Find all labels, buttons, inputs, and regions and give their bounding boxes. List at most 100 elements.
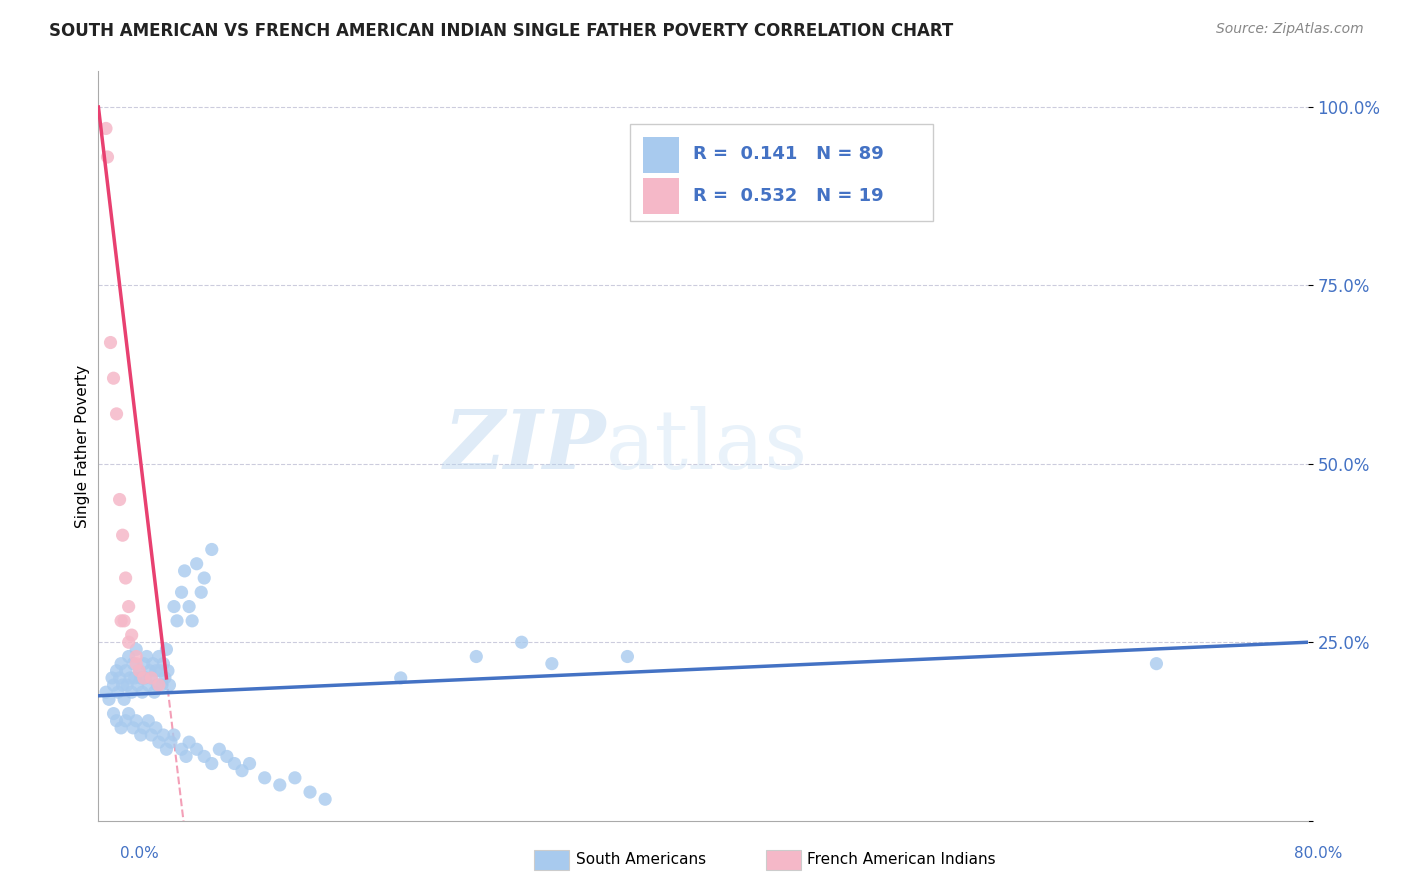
FancyBboxPatch shape bbox=[643, 178, 679, 214]
Point bbox=[101, 671, 124, 685]
Text: 0.0%: 0.0% bbox=[120, 846, 159, 861]
Point bbox=[181, 614, 204, 628]
Point bbox=[100, 335, 122, 350]
Point bbox=[163, 728, 186, 742]
Point bbox=[190, 585, 212, 599]
Point bbox=[540, 657, 562, 671]
Point bbox=[136, 714, 159, 728]
Point bbox=[239, 756, 262, 771]
Point bbox=[179, 599, 201, 614]
Point bbox=[111, 528, 134, 542]
Point bbox=[103, 678, 125, 692]
Point bbox=[156, 664, 179, 678]
Point bbox=[231, 764, 253, 778]
Point bbox=[118, 649, 141, 664]
Point bbox=[111, 678, 134, 692]
Point bbox=[152, 657, 174, 671]
Point bbox=[125, 657, 148, 671]
Point bbox=[208, 742, 231, 756]
Point bbox=[1144, 657, 1167, 671]
Point bbox=[146, 678, 169, 692]
Point bbox=[118, 599, 141, 614]
Point bbox=[114, 664, 136, 678]
Point bbox=[201, 756, 224, 771]
Point bbox=[132, 721, 155, 735]
Point bbox=[145, 721, 167, 735]
Point bbox=[135, 649, 157, 664]
Point bbox=[110, 657, 132, 671]
Point bbox=[132, 671, 155, 685]
Point bbox=[148, 649, 170, 664]
Point bbox=[108, 671, 131, 685]
Point bbox=[186, 557, 208, 571]
Point bbox=[193, 749, 215, 764]
Point bbox=[114, 571, 136, 585]
Point bbox=[159, 678, 181, 692]
Point bbox=[142, 657, 165, 671]
Point bbox=[105, 714, 128, 728]
Point bbox=[134, 671, 156, 685]
Point bbox=[115, 678, 138, 692]
Text: R =  0.532   N = 19: R = 0.532 N = 19 bbox=[693, 187, 884, 205]
Point bbox=[110, 614, 132, 628]
Point bbox=[94, 121, 117, 136]
Text: 80.0%: 80.0% bbox=[1295, 846, 1343, 861]
Point bbox=[122, 721, 145, 735]
Point bbox=[284, 771, 307, 785]
Point bbox=[103, 371, 125, 385]
Point bbox=[389, 671, 412, 685]
Text: R =  0.141   N = 89: R = 0.141 N = 89 bbox=[693, 145, 884, 162]
Point bbox=[107, 685, 129, 699]
Point bbox=[114, 714, 136, 728]
Text: South Americans: South Americans bbox=[576, 853, 707, 867]
Point bbox=[131, 685, 153, 699]
Point bbox=[150, 678, 173, 692]
Point bbox=[269, 778, 291, 792]
Point bbox=[179, 735, 201, 749]
Point bbox=[124, 671, 146, 685]
Point bbox=[186, 742, 208, 756]
Point bbox=[148, 735, 170, 749]
FancyBboxPatch shape bbox=[643, 136, 679, 172]
Point bbox=[125, 649, 148, 664]
Point bbox=[125, 642, 148, 657]
Point bbox=[121, 628, 143, 642]
Point bbox=[110, 721, 132, 735]
Point bbox=[163, 599, 186, 614]
Point bbox=[510, 635, 533, 649]
Point bbox=[128, 664, 150, 678]
Point bbox=[128, 664, 150, 678]
Point bbox=[129, 728, 152, 742]
Point bbox=[201, 542, 224, 557]
Point bbox=[153, 671, 176, 685]
Point bbox=[170, 585, 193, 599]
Point bbox=[121, 685, 143, 699]
Point bbox=[174, 749, 197, 764]
Point bbox=[141, 671, 163, 685]
Point bbox=[112, 692, 135, 706]
Point bbox=[118, 706, 141, 721]
Point bbox=[125, 714, 148, 728]
Point bbox=[112, 614, 135, 628]
Point bbox=[108, 492, 131, 507]
Point bbox=[98, 692, 121, 706]
Point bbox=[299, 785, 322, 799]
Point bbox=[224, 756, 246, 771]
Point bbox=[170, 742, 193, 756]
Point bbox=[129, 671, 152, 685]
Point bbox=[105, 664, 128, 678]
Point bbox=[143, 685, 166, 699]
Text: atlas: atlas bbox=[606, 406, 808, 486]
Point bbox=[141, 671, 163, 685]
Point bbox=[166, 614, 188, 628]
Point bbox=[141, 728, 163, 742]
Point bbox=[215, 749, 238, 764]
Point bbox=[118, 635, 141, 649]
Point bbox=[253, 771, 276, 785]
Point bbox=[136, 678, 159, 692]
FancyBboxPatch shape bbox=[630, 124, 932, 221]
Point bbox=[139, 664, 162, 678]
Point bbox=[160, 735, 183, 749]
Point bbox=[155, 742, 177, 756]
Point bbox=[155, 642, 177, 657]
